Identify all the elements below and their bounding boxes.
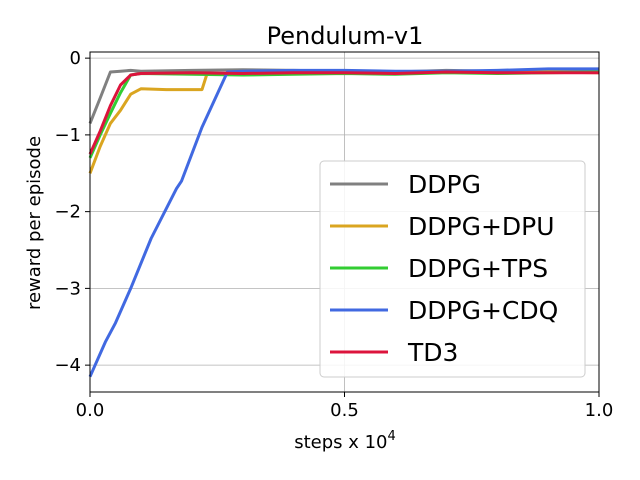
x-tick-label: 0.0	[76, 400, 105, 421]
y-tick-label: −1	[54, 125, 81, 146]
x-axis-label: steps x 104	[294, 429, 396, 453]
x-tick-label: 0.5	[330, 400, 359, 421]
series-lines	[88, 67, 600, 378]
chart-title: Pendulum-v1	[267, 22, 424, 50]
legend-label: DDPG+TPS	[408, 254, 548, 283]
y-tick-label: 0	[70, 48, 81, 69]
x-axis-label-text: steps x 10	[294, 432, 387, 453]
y-tick-label: −2	[54, 202, 81, 223]
legend: DDPG DDPG+DPU DDPG+TPS DDPG+CDQ TD3	[319, 160, 586, 378]
x-tick-label: 1.0	[585, 400, 614, 421]
legend-label: DDPG+CDQ	[408, 296, 558, 325]
legend-label: DDPG+DPU	[408, 212, 555, 241]
legend-label: TD3	[407, 338, 458, 367]
y-tick-label: −4	[54, 355, 81, 376]
legend-label: DDPG	[408, 170, 481, 199]
axis-ticks: 0.0 0.5 1.0 0 −1 −2 −3 −4	[54, 48, 613, 421]
y-tick-label: −3	[54, 278, 81, 299]
legend-box	[319, 160, 586, 378]
y-axis-label: reward per episode	[24, 136, 45, 310]
x-axis-label-exponent: 4	[388, 429, 396, 444]
series-line-td3	[88, 70, 599, 155]
